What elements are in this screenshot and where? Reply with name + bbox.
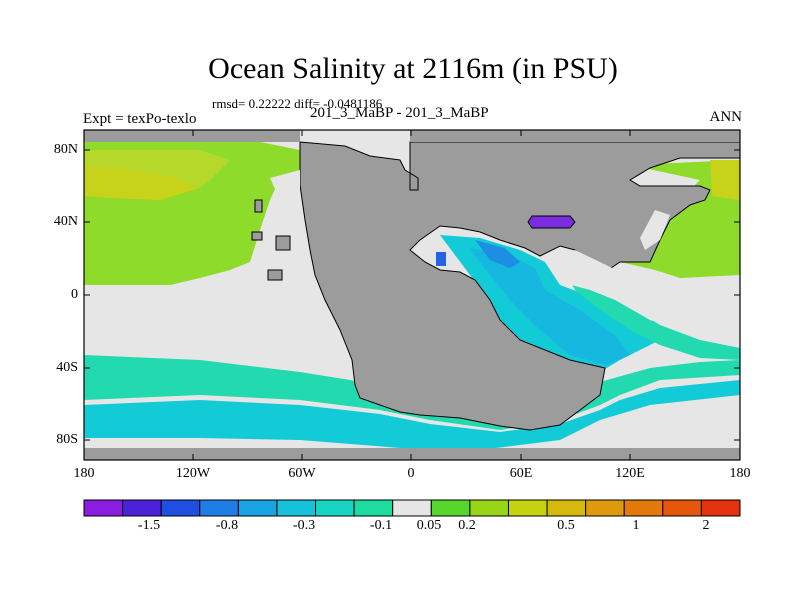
colorbar-label: 0.05 xyxy=(416,518,442,533)
colorbar-label: 1 xyxy=(632,518,640,533)
stats-line: rmsd= 0.22222 diff= -0.0481186 xyxy=(212,96,383,111)
season-label: ANN xyxy=(709,109,743,125)
x-tick-60w: 60W xyxy=(288,466,316,481)
neutral-east-patch xyxy=(545,250,740,340)
x-tick-0: 0 xyxy=(407,466,415,481)
y-tick-0: 0 xyxy=(71,287,78,302)
land-bottom-strip xyxy=(84,448,740,460)
colorbar-swatch xyxy=(353,499,394,517)
x-tick-180-west: 180 xyxy=(73,466,95,481)
neutral-east-bay xyxy=(640,210,670,250)
land-island-4 xyxy=(267,269,283,281)
colorbar-swatch xyxy=(546,499,587,517)
x-tick-120e: 120E xyxy=(615,466,645,481)
colorbar-swatch xyxy=(623,499,664,517)
experiment-label: Expt = texPo-texlo xyxy=(83,111,197,127)
y-tick-40s: 40S xyxy=(56,360,78,375)
x-tick-120w: 120W xyxy=(175,466,211,481)
land-island-1 xyxy=(254,199,263,213)
colorbar-label: -0.8 xyxy=(215,518,239,533)
colorbar-swatch xyxy=(507,499,548,517)
colorbar-swatch xyxy=(585,499,625,517)
colorbar-label: 2 xyxy=(702,518,710,533)
colorbar-swatch xyxy=(160,499,201,517)
land-island-3 xyxy=(275,235,291,251)
colorbar-swatch xyxy=(469,499,509,517)
colorbar-swatch xyxy=(122,499,162,517)
colorbar-swatch xyxy=(83,499,124,517)
colorbar-label: -0.1 xyxy=(369,518,393,533)
colorbar-swatch xyxy=(237,499,278,517)
colorbar-swatch xyxy=(700,499,741,517)
yellow-east xyxy=(710,160,740,200)
deep-blue-anomaly xyxy=(436,252,446,266)
purple-anomaly xyxy=(527,215,576,229)
colorbar-swatch xyxy=(199,499,239,517)
colorbar-label: 0.2 xyxy=(458,518,476,533)
neutral-arctic-patch xyxy=(270,170,300,200)
colorbar-swatch xyxy=(392,499,432,517)
colorbar-label: -1.5 xyxy=(137,518,161,533)
colorbar-swatch xyxy=(315,499,355,517)
tick-marks xyxy=(84,130,740,460)
land-top-west xyxy=(84,130,300,142)
cases-line: 201_3_MaBP - 201_3_MaBP xyxy=(310,105,489,121)
colorbar-label: -0.3 xyxy=(292,518,316,533)
x-tick-180-east: 180 xyxy=(729,466,751,481)
x-tick-60e: 60E xyxy=(509,466,533,481)
ocean-field xyxy=(84,130,741,460)
y-tick-80n: 80N xyxy=(53,142,78,157)
lime-north-pacific xyxy=(84,150,230,188)
cyan-deep-south xyxy=(84,380,740,450)
land-island-2 xyxy=(251,231,263,241)
land-top-east xyxy=(410,130,740,142)
land-central-continent xyxy=(299,141,741,431)
sky-indian-core xyxy=(470,248,630,365)
blue-indian-core xyxy=(475,240,520,268)
colorbar-label: 0.5 xyxy=(557,518,575,533)
colorbar-swatch xyxy=(430,499,471,517)
colorbar-swatch xyxy=(662,499,702,517)
neutral-south-patch xyxy=(590,400,740,440)
y-tick-40n: 40N xyxy=(53,214,78,229)
colorbar xyxy=(83,499,741,517)
colorbar-swatch xyxy=(276,499,317,517)
yellow-north-pacific xyxy=(84,165,200,200)
y-tick-80s: 80S xyxy=(56,432,78,447)
map-title: Ocean Salinity at 2116m (in PSU) xyxy=(208,52,618,85)
